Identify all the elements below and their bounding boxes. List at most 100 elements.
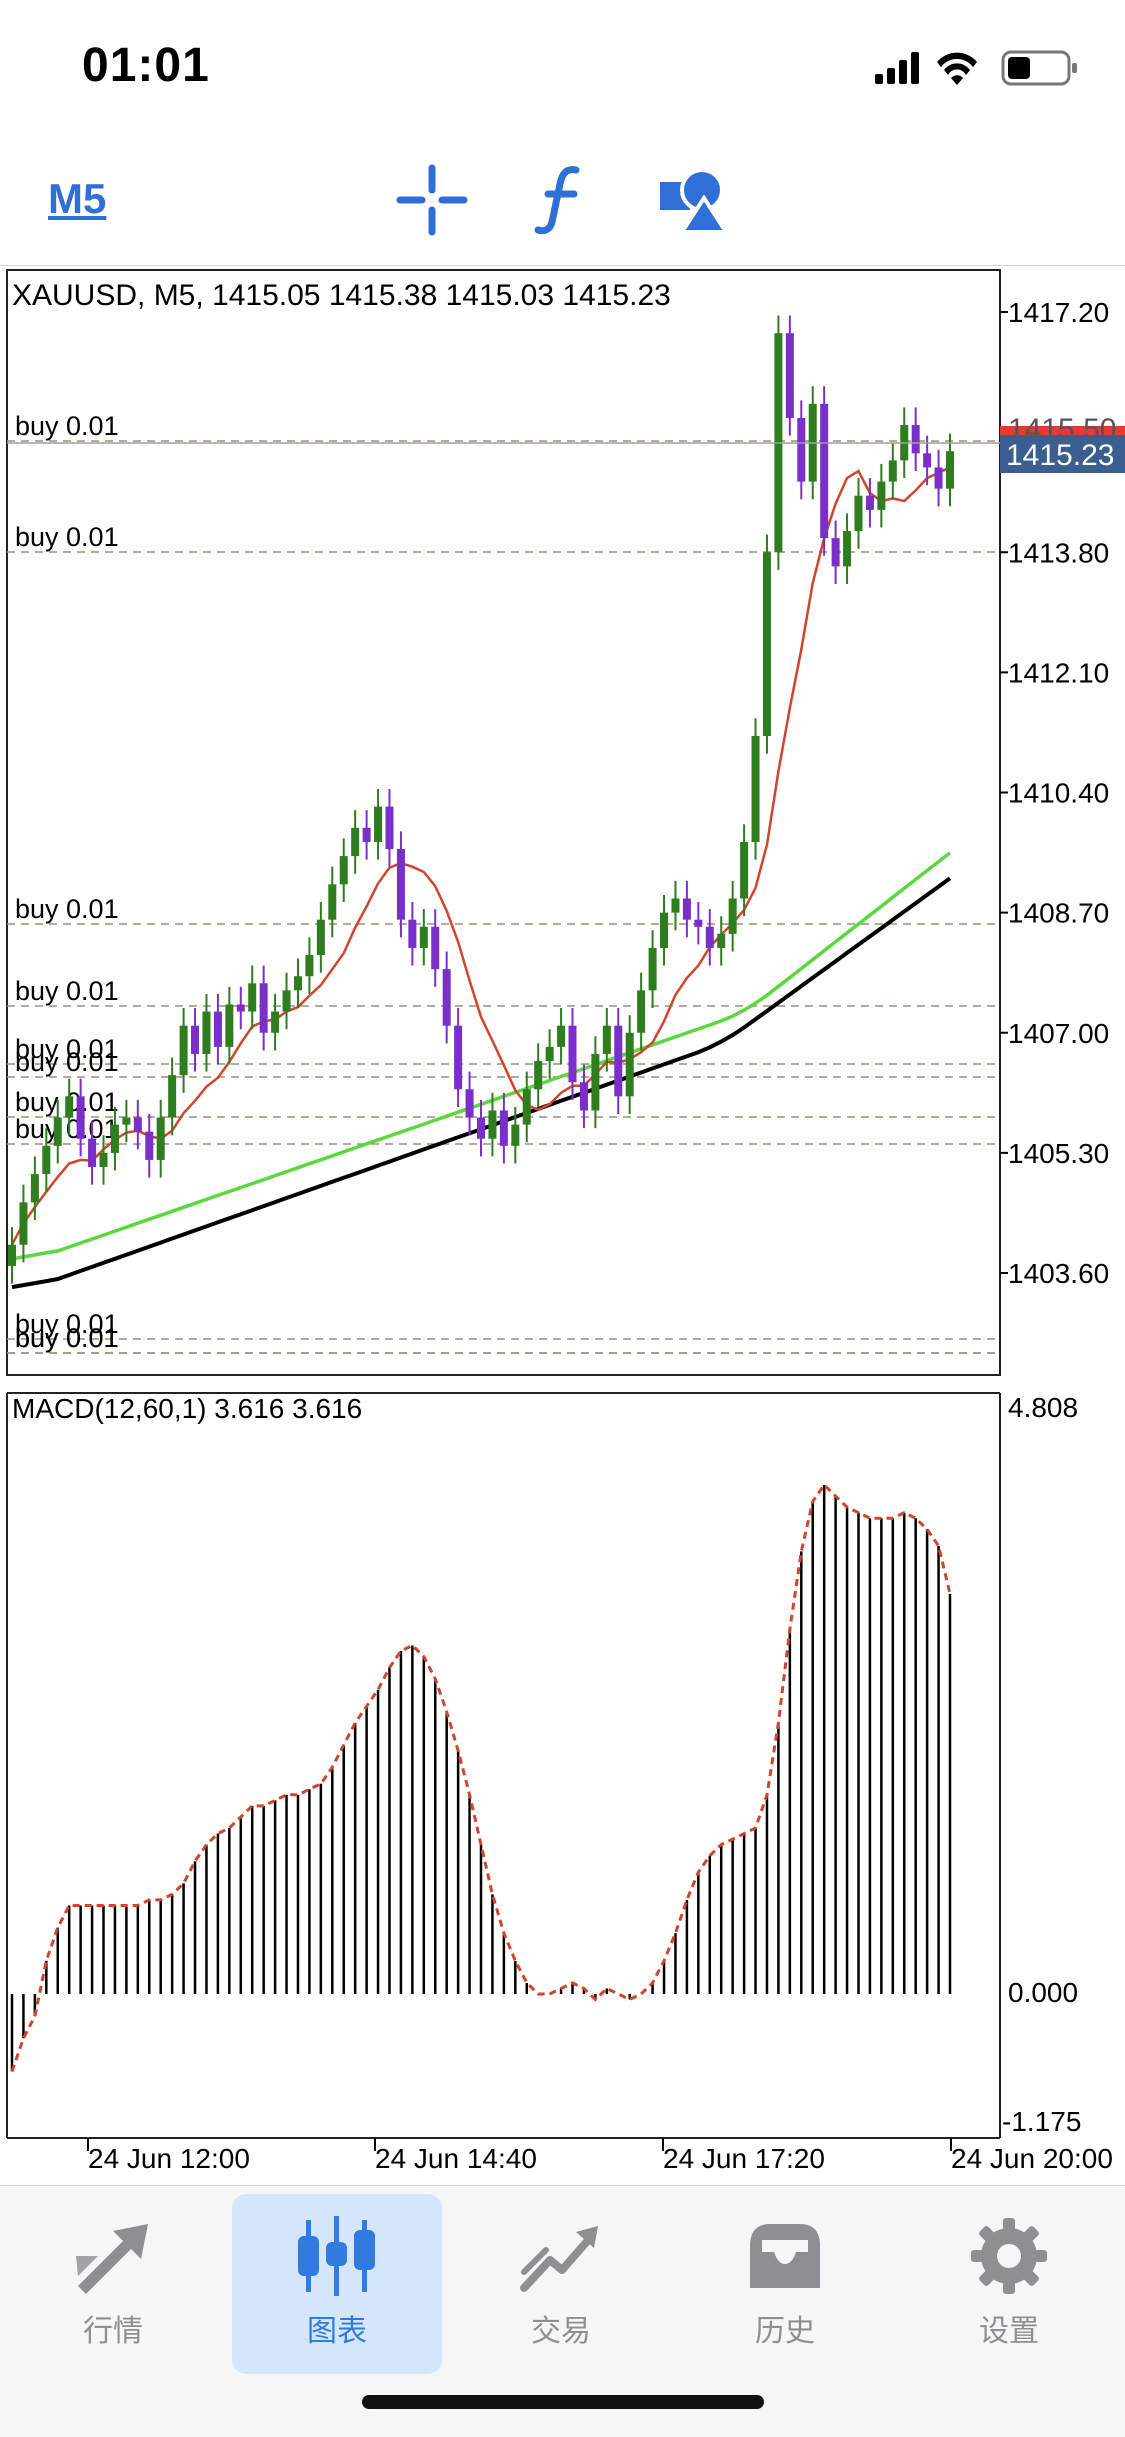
order-label: buy 0.01 xyxy=(15,1034,119,1064)
current-price-label: 1415.23 xyxy=(1006,439,1114,472)
candle-body xyxy=(88,1138,97,1168)
price-axis: 1417.20 1413.80 1412.10 1410.40 1408.70 1407.… xyxy=(1000,297,1109,1289)
time-label-1: 24 Jun 12:00 xyxy=(88,2143,250,2174)
order-label: buy 0.01 xyxy=(15,1323,119,1353)
candle-body xyxy=(305,955,314,977)
candle-body xyxy=(122,1117,131,1125)
tab-quotes[interactable]: 行情 xyxy=(8,2194,218,2374)
candle-body xyxy=(694,919,703,927)
candle-body xyxy=(648,947,657,991)
candle-body xyxy=(660,912,669,948)
candle-body xyxy=(797,417,806,482)
candle-body xyxy=(248,983,257,1012)
price-tick-label: 1408.70 xyxy=(1008,898,1109,929)
candle-body xyxy=(877,481,886,510)
candle-body xyxy=(442,969,451,1026)
candle-body xyxy=(385,806,394,850)
candle-body xyxy=(614,1025,623,1097)
candle-body xyxy=(351,827,360,857)
candle-body xyxy=(465,1089,474,1118)
candle-body xyxy=(42,1145,51,1175)
candle-body xyxy=(911,425,920,454)
candle-body xyxy=(145,1131,154,1160)
indicator-function-icon[interactable] xyxy=(522,160,602,240)
tab-trade-label: 交易 xyxy=(531,2314,591,2349)
time-axis: 24 Jun 12:00 24 Jun 14:40 24 Jun 17:20 2… xyxy=(87,2138,1113,2174)
price-tick-label: 1412.10 xyxy=(1008,657,1109,688)
candle-body xyxy=(53,1117,62,1146)
candle-body xyxy=(579,1082,588,1111)
timeframe-button[interactable]: M5 xyxy=(48,175,107,222)
order-label: buy 0.01 xyxy=(15,1309,119,1339)
battery-icon xyxy=(1001,50,1077,86)
candle-body xyxy=(191,1025,200,1054)
price-tick-label: 1410.40 xyxy=(1008,778,1109,809)
tab-chart[interactable]: 图表 xyxy=(232,2194,442,2374)
order-label: buy 0.01 xyxy=(15,1323,119,1353)
tab-chart-label: 图表 xyxy=(307,2314,367,2349)
candle-body xyxy=(328,884,337,920)
candle-body xyxy=(831,538,840,567)
home-indicator xyxy=(362,2395,764,2409)
candle-body xyxy=(316,919,325,956)
tab-settings[interactable]: 设置 xyxy=(904,2194,1114,2374)
candle-body xyxy=(168,1075,177,1118)
price-chart-frame xyxy=(6,269,1001,1376)
candle-body xyxy=(293,976,302,991)
order-label: buy 0.01 xyxy=(15,976,119,1006)
candle-body xyxy=(179,1025,188,1076)
candle-body xyxy=(374,806,383,842)
macd-histogram xyxy=(10,1482,952,2072)
candle-body xyxy=(534,1061,543,1090)
candle-body xyxy=(934,467,943,489)
candle-body xyxy=(717,933,726,948)
candle-body xyxy=(602,1025,611,1054)
candle-body xyxy=(499,1110,508,1146)
candle-body xyxy=(99,1152,108,1168)
candle-body xyxy=(843,531,852,567)
current-price-badge xyxy=(1000,435,1125,473)
candles xyxy=(8,315,954,1284)
candle-body xyxy=(339,856,348,885)
quotes-arrows-icon xyxy=(76,2224,148,2294)
chart-toolbar: M5 xyxy=(0,135,1125,266)
crosshair-icon[interactable] xyxy=(392,160,472,240)
tab-history[interactable]: 历史 xyxy=(680,2194,890,2374)
candle-body xyxy=(511,1124,520,1146)
trade-trend-icon xyxy=(520,2226,598,2292)
order-label: buy 0.01 xyxy=(15,894,119,924)
candle-body xyxy=(225,1004,234,1047)
candle-body xyxy=(637,990,646,1033)
order-label: buy 0.01 xyxy=(15,522,119,552)
candle-body xyxy=(888,460,897,482)
macd-signal-line xyxy=(10,1482,952,2072)
price-tick-label: 1405.30 xyxy=(1008,1138,1109,1169)
cellular-signal-icon xyxy=(875,52,919,84)
candle-body xyxy=(396,849,405,920)
candle-body xyxy=(454,1025,463,1090)
tab-history-label: 历史 xyxy=(755,2314,815,2349)
tab-trade[interactable]: 交易 xyxy=(456,2194,666,2374)
order-label: buy 0.01 xyxy=(15,1114,119,1144)
ask-price-marker xyxy=(1000,426,1125,436)
time-label-3: 24 Jun 17:20 xyxy=(663,2143,825,2174)
status-bar: 01:01 xyxy=(0,0,1125,135)
candle-body xyxy=(19,1202,28,1245)
macd-header: MACD(12,60,1) 3.616 3.616 xyxy=(12,1393,362,1424)
macd-tick-max: 4.808 xyxy=(1008,1392,1078,1423)
candle-body xyxy=(110,1124,119,1153)
candle-body xyxy=(65,1096,74,1118)
candle-body xyxy=(625,1032,634,1097)
candle-body xyxy=(408,919,417,948)
candle-body xyxy=(133,1117,142,1132)
settings-gear-icon xyxy=(971,2218,1047,2294)
price-tick-label: 1407.00 xyxy=(1008,1018,1109,1049)
candle-body xyxy=(946,451,954,489)
tab-settings-label: 设置 xyxy=(979,2314,1039,2349)
candle-body xyxy=(923,453,932,468)
objects-shapes-icon[interactable] xyxy=(652,160,732,240)
price-tick-label: 1417.20 xyxy=(1008,297,1109,328)
candle-body xyxy=(785,333,794,418)
